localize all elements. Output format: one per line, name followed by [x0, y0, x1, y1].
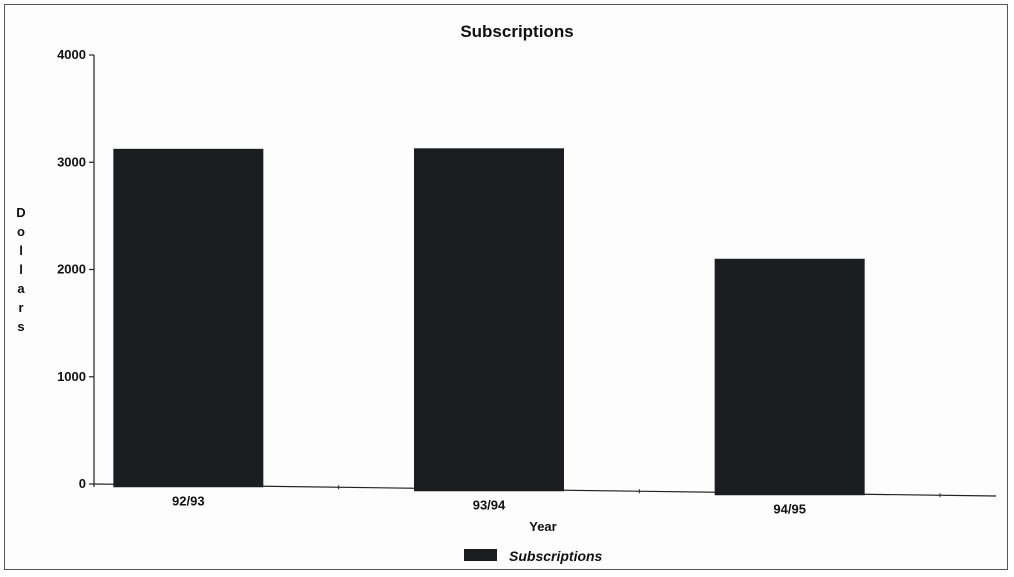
bars — [113, 148, 864, 495]
x-tick-label: 94/95 — [773, 501, 806, 516]
y-tick-label: 3000 — [57, 154, 86, 169]
legend: Subscriptions — [464, 548, 603, 564]
y-tick-label: 1000 — [57, 369, 86, 384]
bar-92-93 — [113, 149, 263, 487]
y-tick-label: 2000 — [57, 262, 86, 277]
y-tick-label: 0 — [79, 476, 86, 491]
bar-94-95 — [715, 259, 865, 495]
x-tick-label: 93/94 — [473, 497, 506, 512]
bar-93-94 — [414, 148, 564, 491]
x-tick-label: 92/93 — [172, 493, 205, 508]
legend-label-subscriptions: Subscriptions — [509, 548, 603, 564]
x-axis-label: Year — [529, 519, 556, 534]
y-tick-label: 4000 — [57, 47, 86, 62]
legend-swatch — [464, 549, 497, 561]
chart-title: Subscriptions — [460, 22, 573, 41]
y-axis-ticks: 0 1000 2000 3000 4000 — [57, 47, 94, 491]
